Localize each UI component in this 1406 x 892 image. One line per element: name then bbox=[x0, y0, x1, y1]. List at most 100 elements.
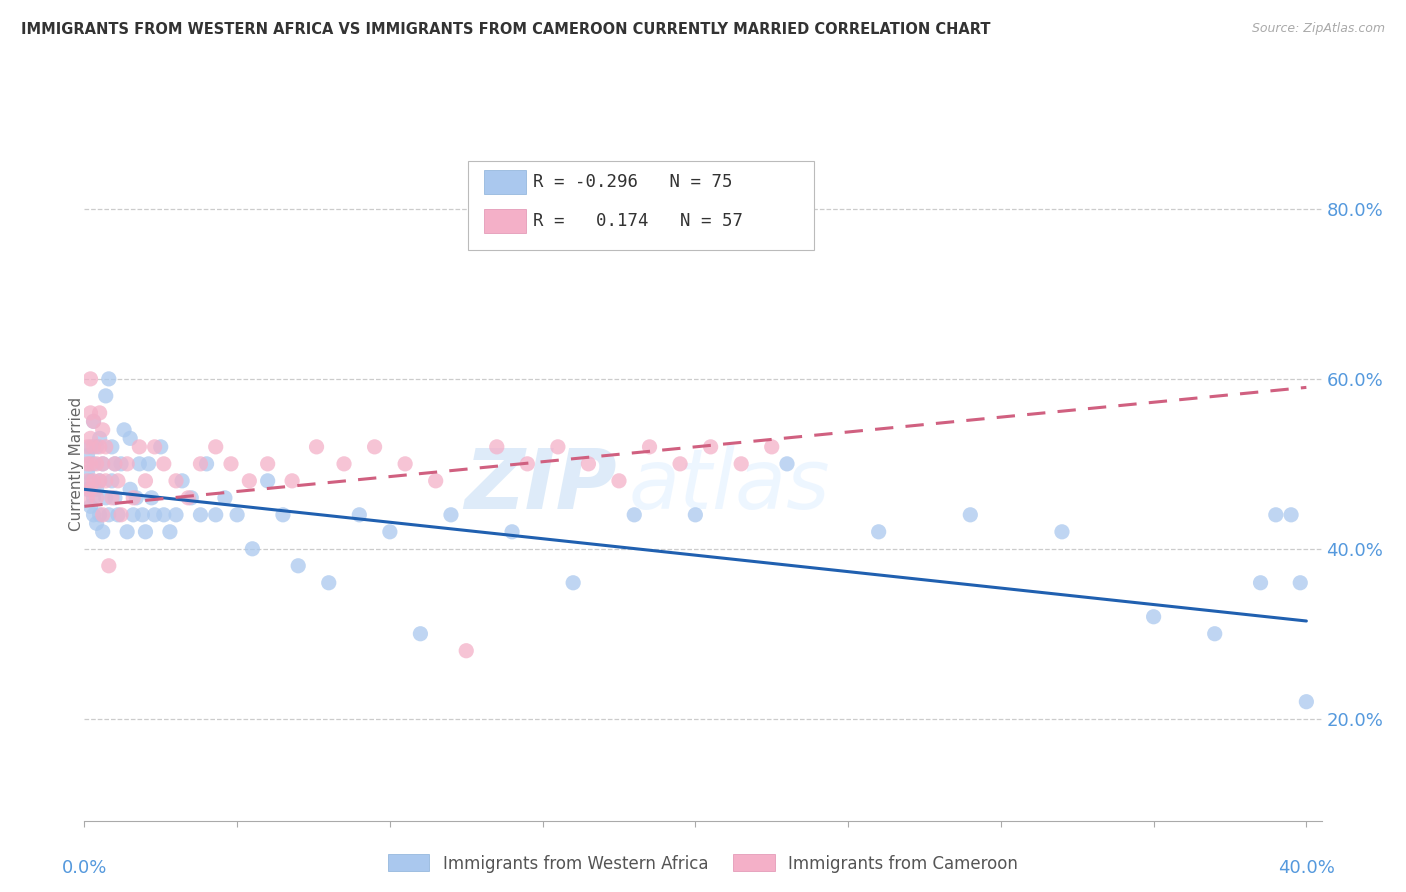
Point bbox=[91, 423, 114, 437]
Text: 40.0%: 40.0% bbox=[1278, 859, 1334, 877]
Y-axis label: Currently Married: Currently Married bbox=[69, 397, 83, 531]
Point bbox=[97, 508, 120, 522]
Point bbox=[776, 457, 799, 471]
Text: Source: ZipAtlas.com: Source: ZipAtlas.com bbox=[1251, 22, 1385, 36]
Point bbox=[76, 466, 98, 480]
Point bbox=[204, 440, 226, 454]
FancyBboxPatch shape bbox=[484, 209, 526, 234]
Point bbox=[685, 508, 707, 522]
FancyBboxPatch shape bbox=[484, 169, 526, 194]
Text: R = -0.296   N = 75: R = -0.296 N = 75 bbox=[533, 173, 733, 191]
Point bbox=[120, 483, 142, 497]
Point bbox=[112, 423, 135, 437]
Point bbox=[165, 474, 187, 488]
Point bbox=[83, 414, 105, 428]
Point bbox=[219, 457, 242, 471]
Point bbox=[761, 440, 783, 454]
Point bbox=[110, 457, 132, 471]
Text: R =   0.174   N = 57: R = 0.174 N = 57 bbox=[533, 212, 744, 230]
Point bbox=[143, 508, 166, 522]
Point bbox=[79, 431, 101, 445]
Point bbox=[730, 457, 752, 471]
Point bbox=[76, 440, 98, 454]
Point bbox=[607, 474, 630, 488]
Point bbox=[959, 508, 981, 522]
Point bbox=[91, 457, 114, 471]
Point bbox=[333, 457, 356, 471]
Point bbox=[1279, 508, 1302, 522]
Point bbox=[79, 483, 101, 497]
Point bbox=[287, 558, 309, 573]
Point bbox=[141, 491, 163, 505]
Point bbox=[86, 491, 108, 505]
Point bbox=[91, 524, 114, 539]
Point bbox=[485, 440, 508, 454]
Point bbox=[94, 440, 117, 454]
Point bbox=[89, 508, 111, 522]
Point bbox=[86, 516, 108, 531]
Point bbox=[143, 440, 166, 454]
Point bbox=[89, 440, 111, 454]
Point bbox=[89, 474, 111, 488]
Point bbox=[89, 474, 111, 488]
Point bbox=[86, 483, 108, 497]
Point bbox=[152, 508, 174, 522]
Point bbox=[115, 524, 138, 539]
Point bbox=[204, 508, 226, 522]
Point bbox=[165, 508, 187, 522]
Point bbox=[115, 457, 138, 471]
Point bbox=[318, 575, 340, 590]
Point bbox=[152, 457, 174, 471]
Point bbox=[256, 457, 278, 471]
Point bbox=[149, 440, 172, 454]
Point bbox=[578, 457, 600, 471]
Point bbox=[86, 440, 108, 454]
Point bbox=[83, 508, 105, 522]
Point bbox=[378, 524, 401, 539]
Point bbox=[501, 524, 523, 539]
Text: IMMIGRANTS FROM WESTERN AFRICA VS IMMIGRANTS FROM CAMEROON CURRENTLY MARRIED COR: IMMIGRANTS FROM WESTERN AFRICA VS IMMIGR… bbox=[21, 22, 991, 37]
Point bbox=[125, 491, 148, 505]
Point bbox=[256, 474, 278, 488]
Point bbox=[1142, 609, 1164, 624]
Point bbox=[409, 626, 432, 640]
Point bbox=[91, 508, 114, 522]
Text: ZIP: ZIP bbox=[464, 445, 616, 525]
Point bbox=[104, 457, 127, 471]
Point bbox=[1295, 695, 1317, 709]
Point bbox=[120, 431, 142, 445]
Point bbox=[195, 457, 218, 471]
Point bbox=[1050, 524, 1073, 539]
Point bbox=[79, 372, 101, 386]
Point bbox=[281, 474, 304, 488]
Point bbox=[440, 508, 463, 522]
Point bbox=[177, 491, 200, 505]
Point bbox=[91, 457, 114, 471]
Text: atlas: atlas bbox=[628, 445, 831, 525]
Text: 0.0%: 0.0% bbox=[62, 859, 107, 877]
Point bbox=[76, 483, 98, 497]
Point bbox=[425, 474, 447, 488]
Point bbox=[1289, 575, 1312, 590]
Point bbox=[238, 474, 260, 488]
Point bbox=[134, 524, 156, 539]
Point bbox=[128, 440, 150, 454]
Point bbox=[547, 440, 569, 454]
Point bbox=[1250, 575, 1272, 590]
Point bbox=[623, 508, 645, 522]
Point bbox=[562, 575, 585, 590]
Point bbox=[180, 491, 202, 505]
Point bbox=[76, 448, 98, 462]
Point bbox=[516, 457, 538, 471]
Point bbox=[76, 491, 98, 505]
Point bbox=[79, 457, 101, 471]
Point bbox=[79, 500, 101, 514]
Point bbox=[190, 508, 212, 522]
Point bbox=[122, 491, 145, 505]
Point bbox=[699, 440, 721, 454]
Point bbox=[131, 508, 153, 522]
Point bbox=[128, 457, 150, 471]
Point bbox=[76, 474, 98, 488]
Point bbox=[79, 440, 101, 454]
Point bbox=[83, 491, 105, 505]
